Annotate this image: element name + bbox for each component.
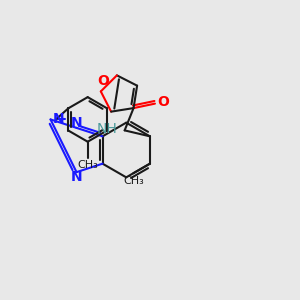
- Text: N: N: [71, 116, 82, 130]
- Text: O: O: [157, 95, 169, 109]
- Text: NH: NH: [97, 122, 117, 136]
- Text: N: N: [71, 170, 82, 184]
- Text: O: O: [97, 74, 109, 88]
- Text: CH₃: CH₃: [77, 160, 98, 170]
- Text: CH₃: CH₃: [123, 176, 144, 186]
- Text: N: N: [53, 112, 65, 126]
